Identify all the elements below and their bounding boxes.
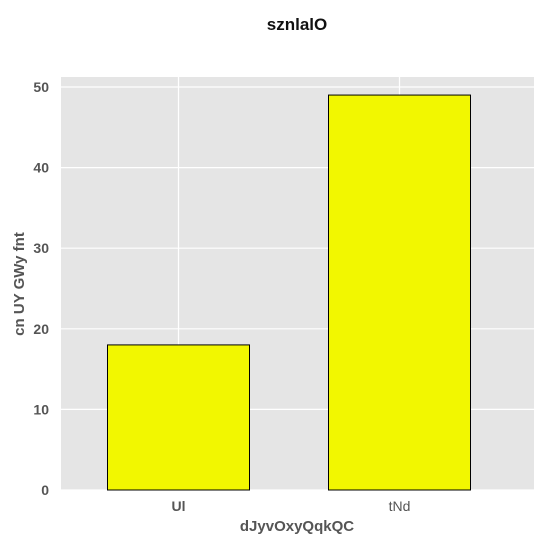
y-tick-label: 0 xyxy=(41,482,49,498)
y-tick-label: 10 xyxy=(33,401,49,417)
chart-title: sznlalO xyxy=(267,15,327,34)
x-axis-label: dJyvOxyQqkQC xyxy=(240,518,354,535)
y-axis-label: cn UY GWy fnt xyxy=(11,232,28,336)
bar-Ul xyxy=(107,344,250,491)
y-tick-label: 50 xyxy=(33,79,49,95)
y-tick-label: 40 xyxy=(33,160,49,176)
x-tick-label: Ul xyxy=(172,498,186,514)
bar-tNd xyxy=(328,94,471,491)
y-tick-label: 20 xyxy=(33,321,49,337)
axis-ticks: 0 10 20 30 40 50 Ul tNd xyxy=(33,79,410,514)
x-tick-label: tNd xyxy=(389,498,411,514)
bars xyxy=(107,94,471,491)
y-tick-label: 30 xyxy=(33,240,49,256)
